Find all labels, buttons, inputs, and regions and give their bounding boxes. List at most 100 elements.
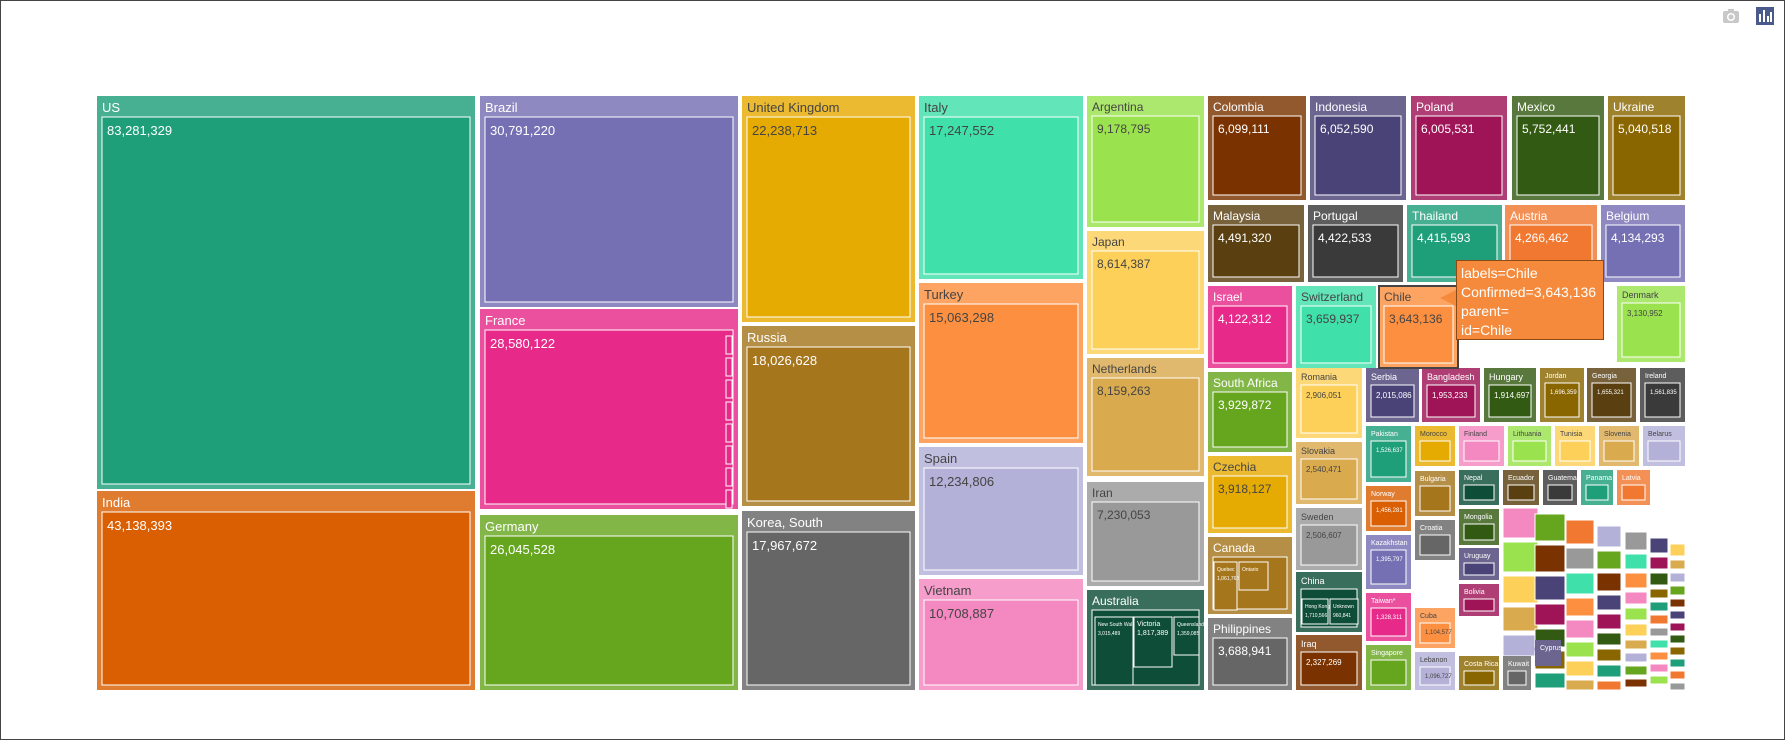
- treemap-tile-jordan[interactable]: Jordan 1,696,359: [1540, 368, 1584, 422]
- treemap-tile-cyprus[interactable]: Cyprus: [1535, 640, 1563, 666]
- treemap-tile-costa-rica[interactable]: Costa Rica: [1459, 656, 1499, 690]
- treemap-subtile[interactable]: [725, 423, 733, 443]
- treemap-minor-tile[interactable]: [1649, 663, 1669, 673]
- treemap-tile-sweden[interactable]: Sweden 2,506,607: [1296, 508, 1362, 570]
- treemap-minor-tile[interactable]: [1596, 648, 1622, 662]
- treemap-tile-morocco[interactable]: Morocco: [1415, 426, 1455, 466]
- treemap-tile-lebanon[interactable]: Lebanon 1,096,727: [1415, 652, 1455, 690]
- treemap-minor-tile[interactable]: [1649, 588, 1669, 599]
- treemap-subtile[interactable]: [1238, 561, 1269, 591]
- camera-icon[interactable]: [1721, 6, 1741, 26]
- treemap-minor-tile[interactable]: [1669, 543, 1686, 557]
- treemap-tile-italy[interactable]: Italy 17,247,552: [919, 96, 1083, 279]
- treemap-tile-lithuania[interactable]: Lithuania: [1508, 426, 1551, 466]
- treemap-tile-guatemala[interactable]: Guatemala: [1543, 470, 1582, 505]
- treemap-minor-tile[interactable]: [1596, 613, 1622, 630]
- treemap-minor-tile[interactable]: [1649, 537, 1669, 554]
- treemap-subtile[interactable]: [725, 335, 733, 355]
- treemap-minor-tile[interactable]: [1565, 519, 1595, 545]
- treemap-tile-argentina[interactable]: Argentina 9,178,795: [1087, 96, 1204, 227]
- treemap-subtile[interactable]: [1301, 598, 1329, 625]
- treemap-tile-iran[interactable]: Iran 7,230,053: [1087, 482, 1204, 586]
- treemap-minor-tile[interactable]: [1565, 641, 1595, 658]
- treemap-subtile[interactable]: [725, 379, 733, 399]
- treemap-subtile[interactable]: [725, 489, 733, 509]
- treemap-tile-colombia[interactable]: Colombia 6,099,111: [1208, 96, 1306, 200]
- treemap-minor-tile[interactable]: [1596, 632, 1622, 646]
- treemap-minor-tile[interactable]: [1669, 559, 1686, 570]
- treemap-tile-spain[interactable]: Spain 12,234,806: [919, 447, 1083, 575]
- treemap-minor-tile[interactable]: [1649, 614, 1669, 625]
- treemap-tile-finland[interactable]: Finland: [1459, 426, 1504, 466]
- treemap-minor-tile[interactable]: [1596, 525, 1622, 548]
- treemap-minor-tile[interactable]: [1649, 556, 1669, 570]
- treemap-minor-tile[interactable]: [1502, 507, 1539, 539]
- treemap-tile-latvia[interactable]: Latvia: [1617, 470, 1650, 505]
- treemap-minor-tile[interactable]: [1624, 652, 1648, 663]
- treemap-subtile[interactable]: [725, 357, 733, 377]
- treemap-tile-south-africa[interactable]: South Africa 3,929,872: [1208, 372, 1292, 452]
- treemap-tile-us[interactable]: US 83,281,329: [97, 96, 475, 489]
- treemap-minor-tile[interactable]: [1649, 572, 1669, 586]
- treemap-tile-india[interactable]: India 43,138,393: [97, 491, 475, 690]
- treemap-minor-tile[interactable]: [1649, 601, 1669, 612]
- treemap-minor-tile[interactable]: [1669, 646, 1686, 656]
- treemap-minor-tile[interactable]: [1534, 575, 1566, 601]
- treemap-minor-tile[interactable]: [1565, 572, 1595, 595]
- treemap-subtile[interactable]: [1173, 616, 1200, 656]
- treemap-tile-ukraine[interactable]: Ukraine 5,040,518: [1608, 96, 1685, 200]
- treemap-minor-tile[interactable]: [1596, 594, 1622, 611]
- treemap-minor-tile[interactable]: [1624, 591, 1648, 605]
- treemap-minor-tile[interactable]: [1534, 513, 1566, 542]
- treemap-tile-denmark[interactable]: Denmark 3,130,952: [1617, 286, 1685, 362]
- treemap-minor-tile[interactable]: [1669, 622, 1686, 632]
- treemap-minor-tile[interactable]: [1565, 660, 1595, 677]
- treemap-minor-tile[interactable]: [1649, 639, 1669, 649]
- treemap-tile-singapore[interactable]: Singapore: [1366, 645, 1411, 690]
- treemap-tile-mexico[interactable]: Mexico 5,752,441: [1512, 96, 1604, 200]
- treemap-minor-tile[interactable]: [1649, 675, 1669, 685]
- treemap-subtile[interactable]: [1133, 616, 1173, 668]
- treemap-tile-portugal[interactable]: Portugal 4,422,533: [1308, 205, 1403, 282]
- treemap-tile-cuba[interactable]: Cuba 1,104,577: [1415, 608, 1455, 648]
- treemap-tile-vietnam[interactable]: Vietnam 10,708,887: [919, 579, 1083, 690]
- treemap-minor-tile[interactable]: [1565, 619, 1595, 639]
- treemap-minor-tile[interactable]: [1624, 623, 1648, 637]
- treemap-minor-tile[interactable]: [1596, 550, 1622, 570]
- treemap-tile-switzerland[interactable]: Switzerland 3,659,937: [1296, 286, 1376, 368]
- treemap-minor-tile[interactable]: [1596, 572, 1622, 592]
- treemap-minor-tile[interactable]: [1669, 634, 1686, 644]
- treemap-subtile[interactable]: [1213, 561, 1238, 611]
- treemap-minor-tile[interactable]: [1669, 658, 1686, 668]
- treemap-minor-tile[interactable]: [1624, 678, 1648, 688]
- treemap-subtile[interactable]: [725, 467, 733, 487]
- treemap-tile-israel[interactable]: Israel 4,122,312: [1208, 286, 1292, 368]
- treemap-tile-croatia[interactable]: Croatia: [1415, 520, 1455, 560]
- treemap-tile-turkey[interactable]: Turkey 15,063,298: [919, 283, 1083, 443]
- treemap-minor-tile[interactable]: [1565, 597, 1595, 617]
- treemap-minor-tile[interactable]: [1624, 531, 1648, 551]
- treemap-tile-korea-south[interactable]: Korea, South 17,967,672: [742, 511, 915, 690]
- treemap-tile-france[interactable]: France 28,580,122: [480, 309, 738, 509]
- treemap-tile-norway[interactable]: Norway 1,456,281: [1366, 486, 1411, 531]
- treemap-minor-tile[interactable]: [1596, 664, 1622, 678]
- treemap-tile-germany[interactable]: Germany 26,045,528: [480, 515, 738, 690]
- treemap-tile-slovenia[interactable]: Slovenia: [1599, 426, 1639, 466]
- treemap-minor-tile[interactable]: [1502, 541, 1539, 573]
- treemap-minor-tile[interactable]: [1669, 610, 1686, 620]
- treemap-minor-tile[interactable]: [1649, 627, 1669, 637]
- treemap-minor-tile[interactable]: [1624, 607, 1648, 621]
- treemap-minor-tile[interactable]: [1502, 575, 1539, 604]
- treemap-tile-ireland[interactable]: Ireland 1,561,835: [1640, 368, 1685, 422]
- treemap-subtile[interactable]: [725, 401, 733, 421]
- treemap-minor-tile[interactable]: [1565, 679, 1595, 691]
- treemap-tile-pakistan[interactable]: Pakistan 1,526,637: [1366, 426, 1411, 482]
- treemap-tile-russia[interactable]: Russia 18,026,628: [742, 326, 915, 506]
- treemap-subtile[interactable]: [725, 445, 733, 465]
- treemap-minor-tile[interactable]: [1649, 651, 1669, 661]
- treemap-tile-bangladesh[interactable]: Bangladesh 1,953,233: [1422, 368, 1480, 422]
- treemap-tile-poland[interactable]: Poland 6,005,531: [1411, 96, 1507, 200]
- treemap-tile-uruguay[interactable]: Uruguay: [1459, 548, 1499, 580]
- treemap-tile-iraq[interactable]: Iraq 2,327,269: [1296, 635, 1362, 690]
- treemap-subtile[interactable]: [1094, 616, 1134, 686]
